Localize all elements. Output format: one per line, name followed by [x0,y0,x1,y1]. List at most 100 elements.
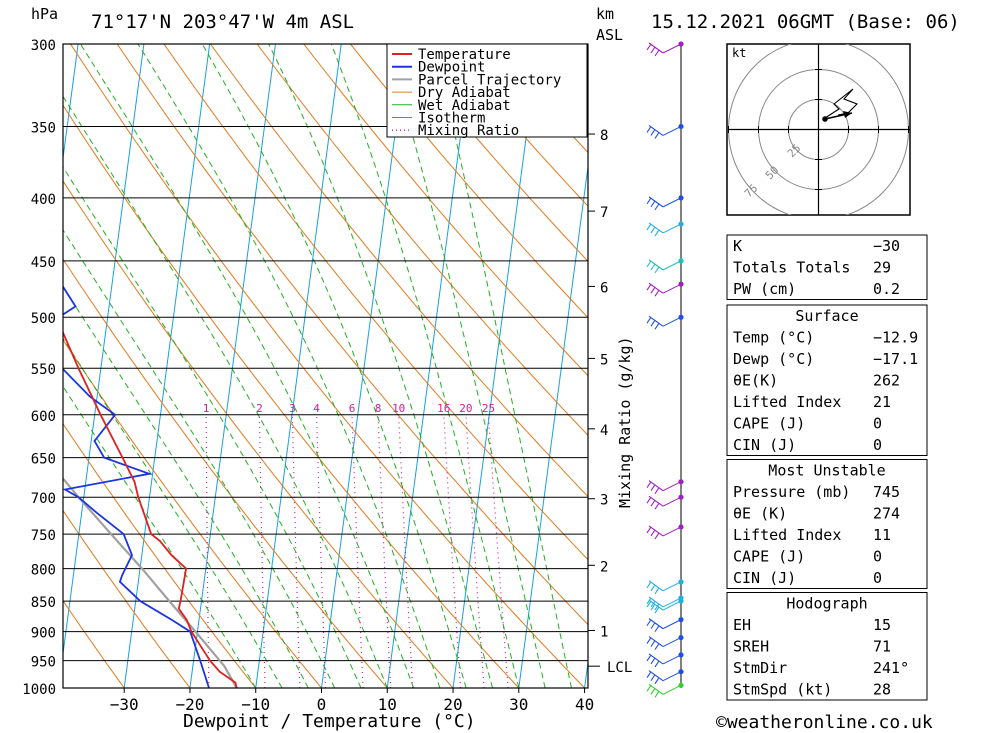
wind-barb-shaft [648,315,664,327]
isotherm-line [63,44,145,658]
isotherm-line [63,44,79,162]
wind-barb-shaft [648,653,664,665]
wind-barb-shaft [648,282,664,294]
wet-adiabat-line [63,166,362,688]
wind-level-dot [678,258,684,264]
wind-barb-flag [646,260,652,268]
wind-connector [662,597,682,608]
height-tick-label: 4 [600,423,608,439]
temperature-tick-label: −30 [110,695,139,714]
dry-adiabat-line [63,180,454,688]
wind-barb-flag [650,129,656,136]
most-unstable-row-label: Pressure (mb) [733,483,850,501]
most-unstable-title: Most Unstable [768,462,885,480]
isotherm-line [0,44,12,688]
wind-barb-flag [650,657,656,665]
surface-box [726,304,928,456]
wind-barb-flag [646,654,652,662]
wind-connector [662,619,682,630]
height-tick-label: 5 [600,352,608,368]
hodograph-axis-ticks [728,69,909,190]
temperature-tick-label: −20 [176,695,205,714]
pressure-tick-label: 1000 [22,682,56,698]
storm-motion-origin [822,116,828,122]
wind-connector [662,481,682,492]
most-unstable-row-value: 0 [873,548,882,566]
most-unstable-row-value: 745 [873,483,900,501]
index-totals-totals-value: 29 [873,259,891,277]
dry-adiabat-line [63,258,388,688]
parcel-trajectory-line [63,476,238,688]
pressure-tick-label: 700 [31,491,56,507]
hodograph-trace [824,88,858,119]
wind-level-dot [678,41,684,47]
wind-barb-flag [654,502,660,510]
pressure-tick-label: 750 [31,528,56,544]
wind-barb-shaft [648,259,664,271]
hodograph-stats-row-label: EH [733,616,751,634]
legend-label: Dewpoint [418,60,485,76]
wind-barb-shaft [648,636,664,648]
wind-barb-shaft [648,196,664,208]
wind-barb-shaft [648,222,664,234]
wind-barb-flag [654,266,660,274]
pressure-tick-label: 800 [31,563,56,579]
dry-adiabat-line [303,44,588,377]
wind-barb-flag [646,685,652,692]
wind-barb-flag [650,603,656,611]
pressure-unit-label: hPa [31,5,58,23]
legend-label: Isotherm [418,111,485,127]
dry-adiabat-line [350,44,588,319]
wind-barb-shaft [648,580,664,592]
wind-barb-flag [650,200,656,208]
legend-box [386,43,588,138]
wind-barb-flag [654,203,660,211]
wind-level-dot [678,617,684,623]
height-km-axis: 1 2 3 4 5 6 7 8 LCL [588,128,632,676]
wind-barb-shaft [648,599,664,611]
wind-barb-flag [646,526,652,534]
legend-label: Dry Adiabat [418,85,511,101]
wind-barb-flag [654,643,660,650]
wet-adiabat-line [330,44,520,688]
wind-level-dot [678,524,684,530]
height-tick-label: 3 [600,493,608,509]
surface-title: Surface [795,307,858,325]
pressure-tick-label: 300 [31,38,56,54]
wet-adiabat-line [63,285,309,688]
wind-connector [662,223,682,234]
pressure-tick-label: 400 [31,192,56,208]
wind-level-dot [678,494,684,500]
wind-barb-flag [646,597,652,605]
datetime-title: 15.12.2021 06GMT (Base: 06) [651,11,960,33]
surface-row-value: −12.9 [873,329,918,347]
most-unstable-row-label: CAPE (J) [733,548,805,566]
temperature-line [63,330,238,688]
wind-barb-flag [654,532,660,540]
surface-row-label: Temp (°C) [733,329,814,347]
surface-row-value: 0 [873,436,882,454]
most-unstable-row-label: Lifted Index [733,526,841,544]
wind-connector [662,671,682,682]
wind-barb-flag [646,126,652,133]
pressure-tick-label: 450 [31,255,56,271]
wind-barb-flag [654,322,660,330]
wind-barb-flag [646,581,652,589]
mixing-ratio-label: 25 [482,402,495,415]
mixing-ratio-line [377,414,392,688]
mixing-ratio-label: 8 [375,402,382,415]
isobars [63,43,588,689]
wet-adiabat-line [433,44,572,688]
wind-barb-flag [650,584,656,592]
index-pw-cm--label: PW (cm) [733,280,796,298]
temperature-tick-label: 30 [509,695,528,714]
surface-row-value: −17.1 [873,350,918,368]
index-k-label: K [733,237,742,255]
wind-level-dot [678,221,684,227]
wind-barb-flag [654,289,660,297]
wet-adiabat-line [268,44,493,688]
wind-barb-flag [646,600,652,608]
pressure-tick-label: 550 [31,362,56,378]
surface-row-label: θE(K) [733,372,778,390]
